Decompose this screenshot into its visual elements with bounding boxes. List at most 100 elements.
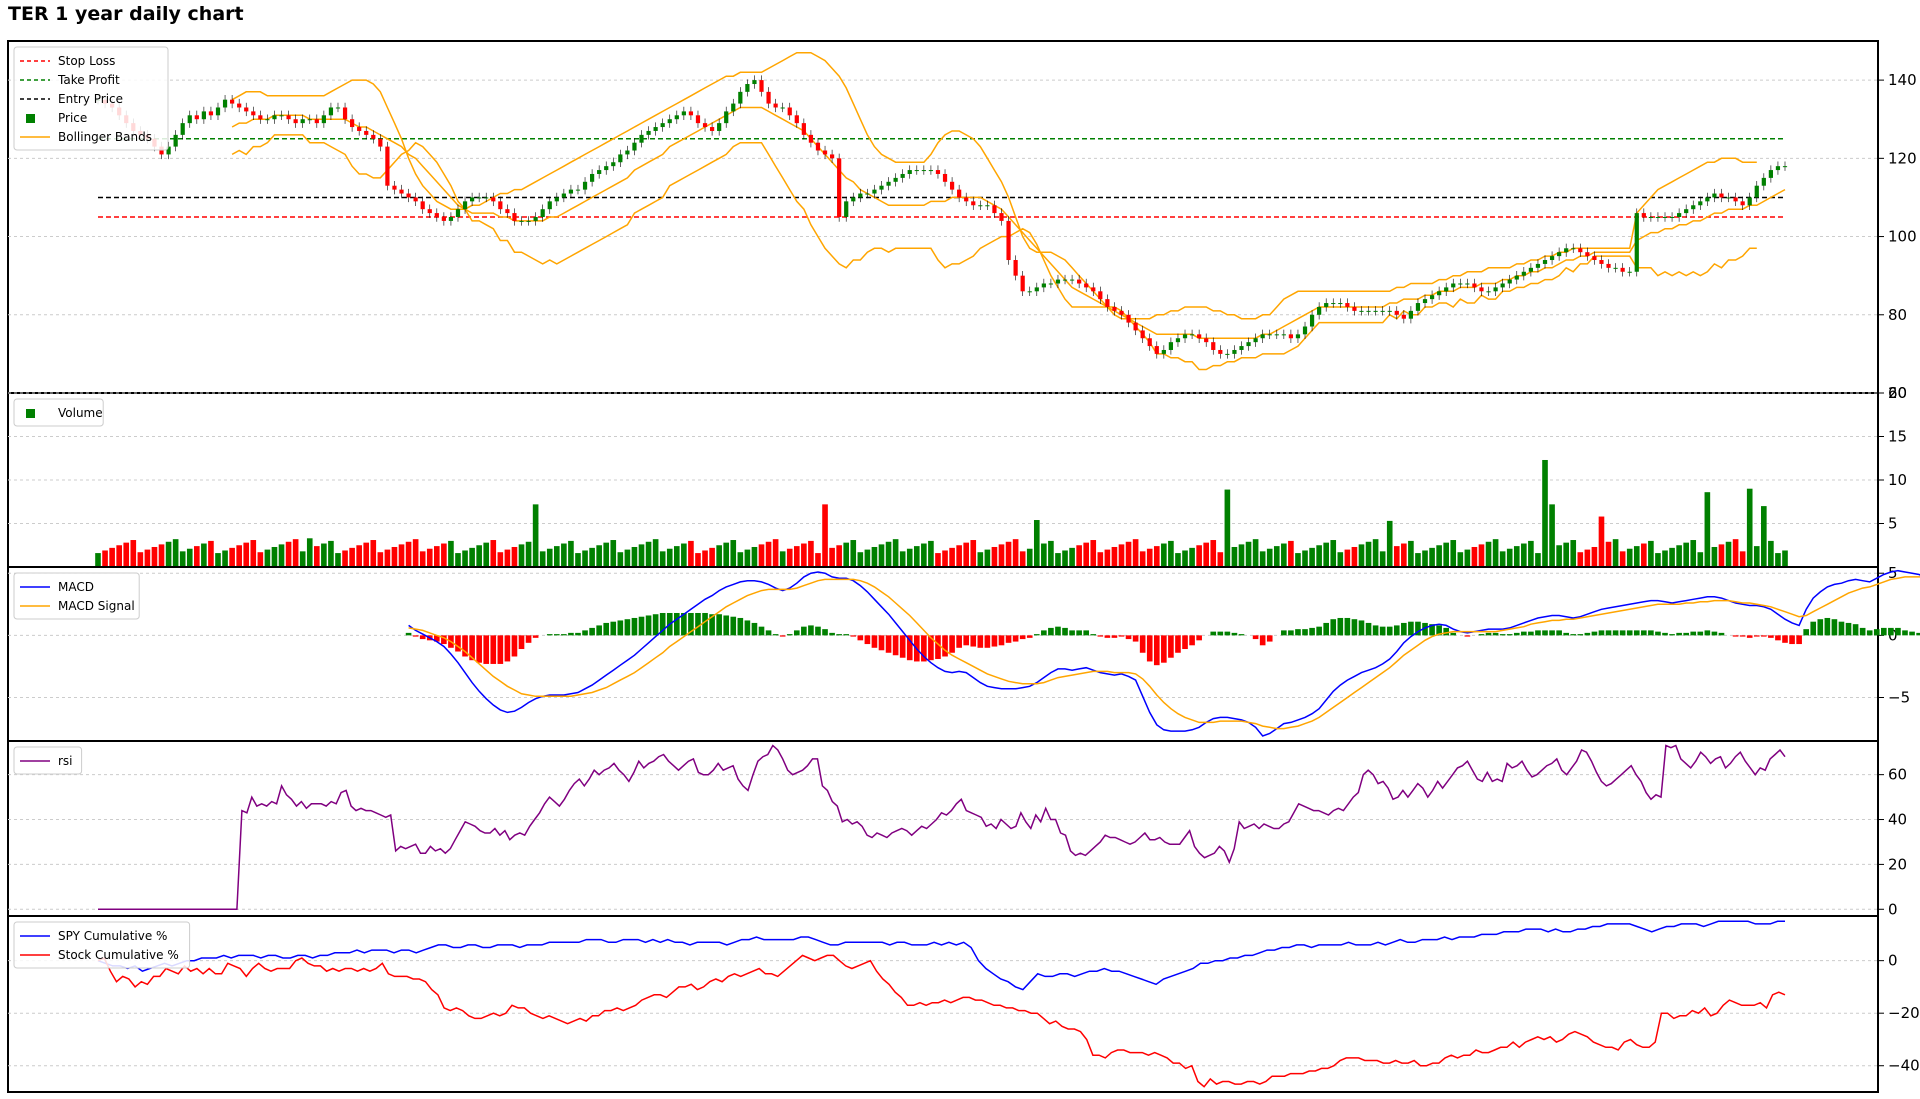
candle [469, 197, 475, 202]
candle [1479, 287, 1484, 292]
macd-histogram-bar [695, 612, 701, 636]
volume-bar [1365, 541, 1372, 567]
candle [1719, 193, 1724, 198]
macd-histogram-bar [1259, 635, 1266, 646]
volume-bar [1471, 546, 1478, 567]
candle [1500, 283, 1505, 288]
candle [1585, 252, 1590, 257]
macd-histogram-bar [617, 620, 624, 636]
volume-bar [885, 541, 892, 567]
macd-histogram-bar [1323, 622, 1330, 636]
candle [364, 130, 369, 135]
volume-bar [765, 541, 772, 567]
macd-histogram-bar [1196, 635, 1202, 641]
volume-bar [1182, 550, 1188, 567]
candle [1302, 326, 1308, 335]
candle [1705, 197, 1710, 202]
candle [1324, 303, 1329, 307]
macd-histogram-bar [525, 635, 532, 643]
candle [787, 107, 792, 116]
volume-bar [1761, 506, 1767, 567]
volume-bar [1351, 546, 1358, 567]
macd-histogram-bar [857, 635, 864, 641]
macd-histogram-bar [1768, 635, 1774, 638]
candle [1535, 263, 1541, 268]
candle [745, 84, 750, 92]
candle [526, 220, 531, 222]
candle [1041, 283, 1046, 288]
volume-bar [1775, 553, 1781, 567]
macd-histogram-bar [1499, 634, 1506, 636]
volume-bar [1175, 553, 1181, 567]
candle [1662, 217, 1668, 218]
macd-histogram-bar [949, 635, 955, 653]
macd-histogram-bar [582, 630, 588, 636]
volume-bar [829, 547, 835, 567]
macd-histogram-bar [1055, 626, 1061, 636]
macd-histogram-bar [1556, 630, 1562, 636]
macd-histogram-bar [1591, 631, 1598, 636]
macd-histogram-bar [1598, 630, 1605, 636]
macd-histogram-bar [836, 634, 842, 636]
candle [589, 173, 595, 182]
candle [674, 115, 679, 120]
candle [1112, 306, 1117, 311]
volume-bar [935, 553, 941, 567]
macd-histogram-bar [1775, 635, 1781, 641]
candle [1493, 287, 1498, 292]
candle [844, 201, 849, 217]
macd-histogram-bar [603, 622, 610, 636]
volume-bar [236, 545, 242, 567]
candle [1359, 310, 1364, 312]
volume-bar [1584, 549, 1591, 567]
macd-histogram-bar [1408, 621, 1414, 636]
volume-bar [384, 549, 391, 567]
macd-histogram-bar [1761, 635, 1767, 637]
macd-histogram-bar [1161, 635, 1167, 663]
macd-histogram-bar [412, 635, 419, 637]
candle [1027, 291, 1032, 293]
macd-histogram-bar [1881, 627, 1887, 636]
candle [1571, 248, 1576, 250]
volume-bar [1069, 547, 1075, 567]
macd-histogram-bar [1718, 632, 1725, 636]
candle [681, 111, 686, 116]
macd-histogram-bar [843, 634, 850, 636]
macd-histogram-bar [1711, 631, 1718, 636]
candle [399, 189, 404, 194]
macd-histogram-bar [1535, 630, 1541, 636]
macd-histogram-bar [1379, 626, 1386, 636]
volume-bar [892, 539, 899, 567]
macd-histogram-bar [1139, 635, 1146, 653]
candle [272, 115, 277, 120]
candle [484, 197, 489, 199]
candle [1613, 267, 1618, 269]
macd-histogram-bar [1817, 619, 1824, 636]
macd-histogram-bar [638, 616, 645, 636]
macd-histogram-bar [1125, 635, 1132, 640]
macd-histogram-bar [673, 612, 680, 636]
volume-bar [1132, 539, 1139, 567]
volume-bar [1238, 544, 1245, 567]
volume-bar [1563, 542, 1569, 567]
candle [1253, 338, 1258, 343]
volume-bar [1076, 545, 1082, 567]
volume-bar [1012, 539, 1019, 567]
candle [1020, 275, 1025, 292]
volume-bar [546, 548, 553, 567]
macd-histogram-bar [1852, 624, 1859, 636]
volume-bar [984, 549, 991, 567]
macd-histogram-bar [469, 635, 475, 661]
volume-bar [1725, 541, 1732, 567]
volume-bar [779, 551, 786, 567]
y-tick-label: 5 [1888, 515, 1898, 533]
candle [1641, 213, 1646, 217]
candle [1578, 248, 1583, 253]
candle [1006, 220, 1011, 261]
macd-histogram-bar [1690, 631, 1697, 636]
candle [328, 107, 334, 116]
macd-histogram-bar [737, 617, 744, 636]
candle [1549, 256, 1555, 261]
candle [724, 111, 729, 124]
volume-bar [391, 546, 398, 567]
